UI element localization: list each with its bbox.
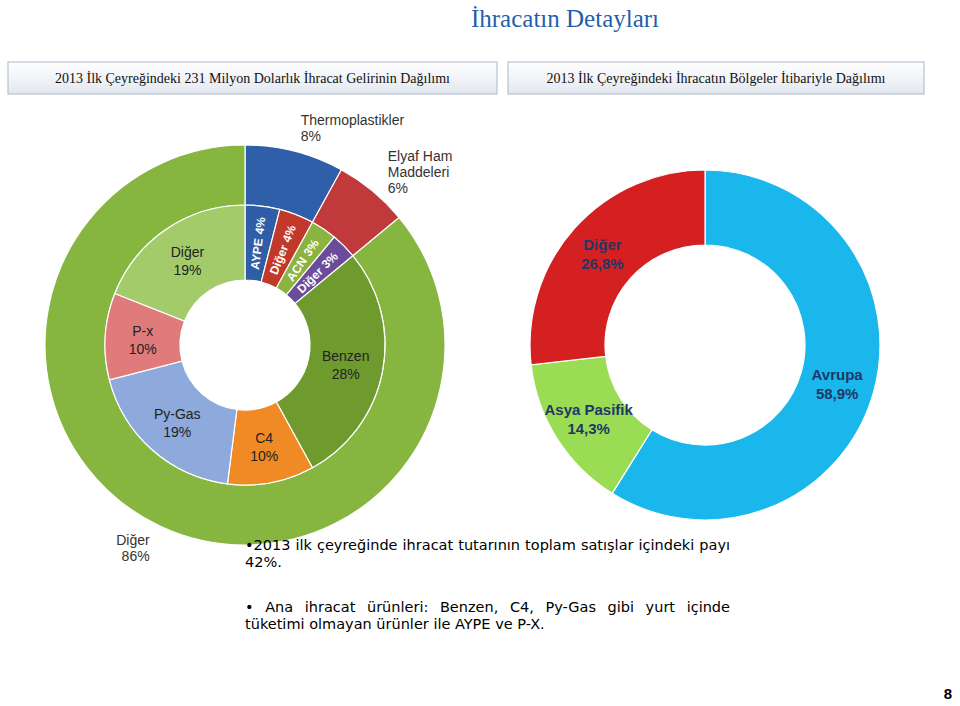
note: •2013 ilk çeyreğinde ihracat tutarının t… xyxy=(245,537,730,571)
page: İhracatın Detayları 8 2013 İlk Çeyreğindek… xyxy=(0,0,960,706)
category-label: Diğer xyxy=(171,244,205,260)
data-label: 4% xyxy=(280,223,300,245)
ring xyxy=(530,170,880,520)
slice xyxy=(45,145,445,545)
category-label: Diğer xyxy=(294,264,326,296)
slice-label: Diğer3% xyxy=(294,249,341,296)
data-label: 28% xyxy=(332,366,360,382)
slice xyxy=(531,356,652,493)
chart-title: 2013 İlk Çeyreğindeki 231 Milyon Dolarlı… xyxy=(55,71,450,86)
category-label: Benzen xyxy=(322,348,369,364)
slice xyxy=(115,205,245,321)
chart: Thermoplastikler8% Elyaf HamMaddeleri6% Di… xyxy=(45,112,452,564)
data-label: 3% xyxy=(319,249,341,271)
labels: Avrupa 58,9% Asya Pasifik 14,3% Diğer 26,8% xyxy=(544,236,863,437)
data-label: 10% xyxy=(129,341,157,357)
slice xyxy=(530,170,705,365)
page-number: 8 xyxy=(944,685,952,702)
chart-title: 2013 İlk Çeyreğindeki İhracatın Bölgeler… xyxy=(546,71,885,86)
category-label: Elyaf HamMaddeleri xyxy=(388,148,453,180)
title-box xyxy=(508,62,924,94)
data-label: 6% xyxy=(388,180,408,196)
labels: AYPE4%Diğer4%ACN3%Diğer3%Benzen28%C410%P… xyxy=(129,216,370,464)
note: • Ana ihracat ürünleri: Benzen, C4, Py-G… xyxy=(245,599,730,633)
data-label: 58,9% xyxy=(816,385,859,402)
slice-label: AYPE 4% xyxy=(248,216,269,271)
category-label: Thermoplastikler xyxy=(301,112,405,128)
data-label: 19% xyxy=(163,424,191,440)
category-label: Diğer xyxy=(116,532,150,548)
category-label: Asya Pasifik xyxy=(544,401,633,418)
category-label: Avrupa xyxy=(812,366,864,383)
category-label: P-x xyxy=(132,323,153,339)
title-box xyxy=(8,62,497,94)
data-label: 26,8% xyxy=(581,255,624,272)
slice xyxy=(227,402,312,485)
data-label: 86% xyxy=(122,548,150,564)
category-label: C4 xyxy=(255,430,273,446)
chart: Avrupa 58,9% Asya Pasifik 14,3% Diğer 26,8% xyxy=(530,170,880,520)
data-label: 14,3% xyxy=(567,420,610,437)
category-label: Diğer xyxy=(583,236,622,253)
data-label: 3% xyxy=(301,237,323,259)
slice xyxy=(109,361,236,484)
category-label: AYPE xyxy=(248,237,266,270)
data-label: 4% xyxy=(252,216,268,235)
data-label: 8% xyxy=(301,128,321,144)
category-label: Py-Gas xyxy=(154,406,201,422)
ring xyxy=(45,145,445,545)
page-title: İhracatın Detayları xyxy=(471,5,659,32)
ring xyxy=(105,205,385,485)
data-label: 10% xyxy=(250,448,278,464)
data-label: 19% xyxy=(173,262,201,278)
